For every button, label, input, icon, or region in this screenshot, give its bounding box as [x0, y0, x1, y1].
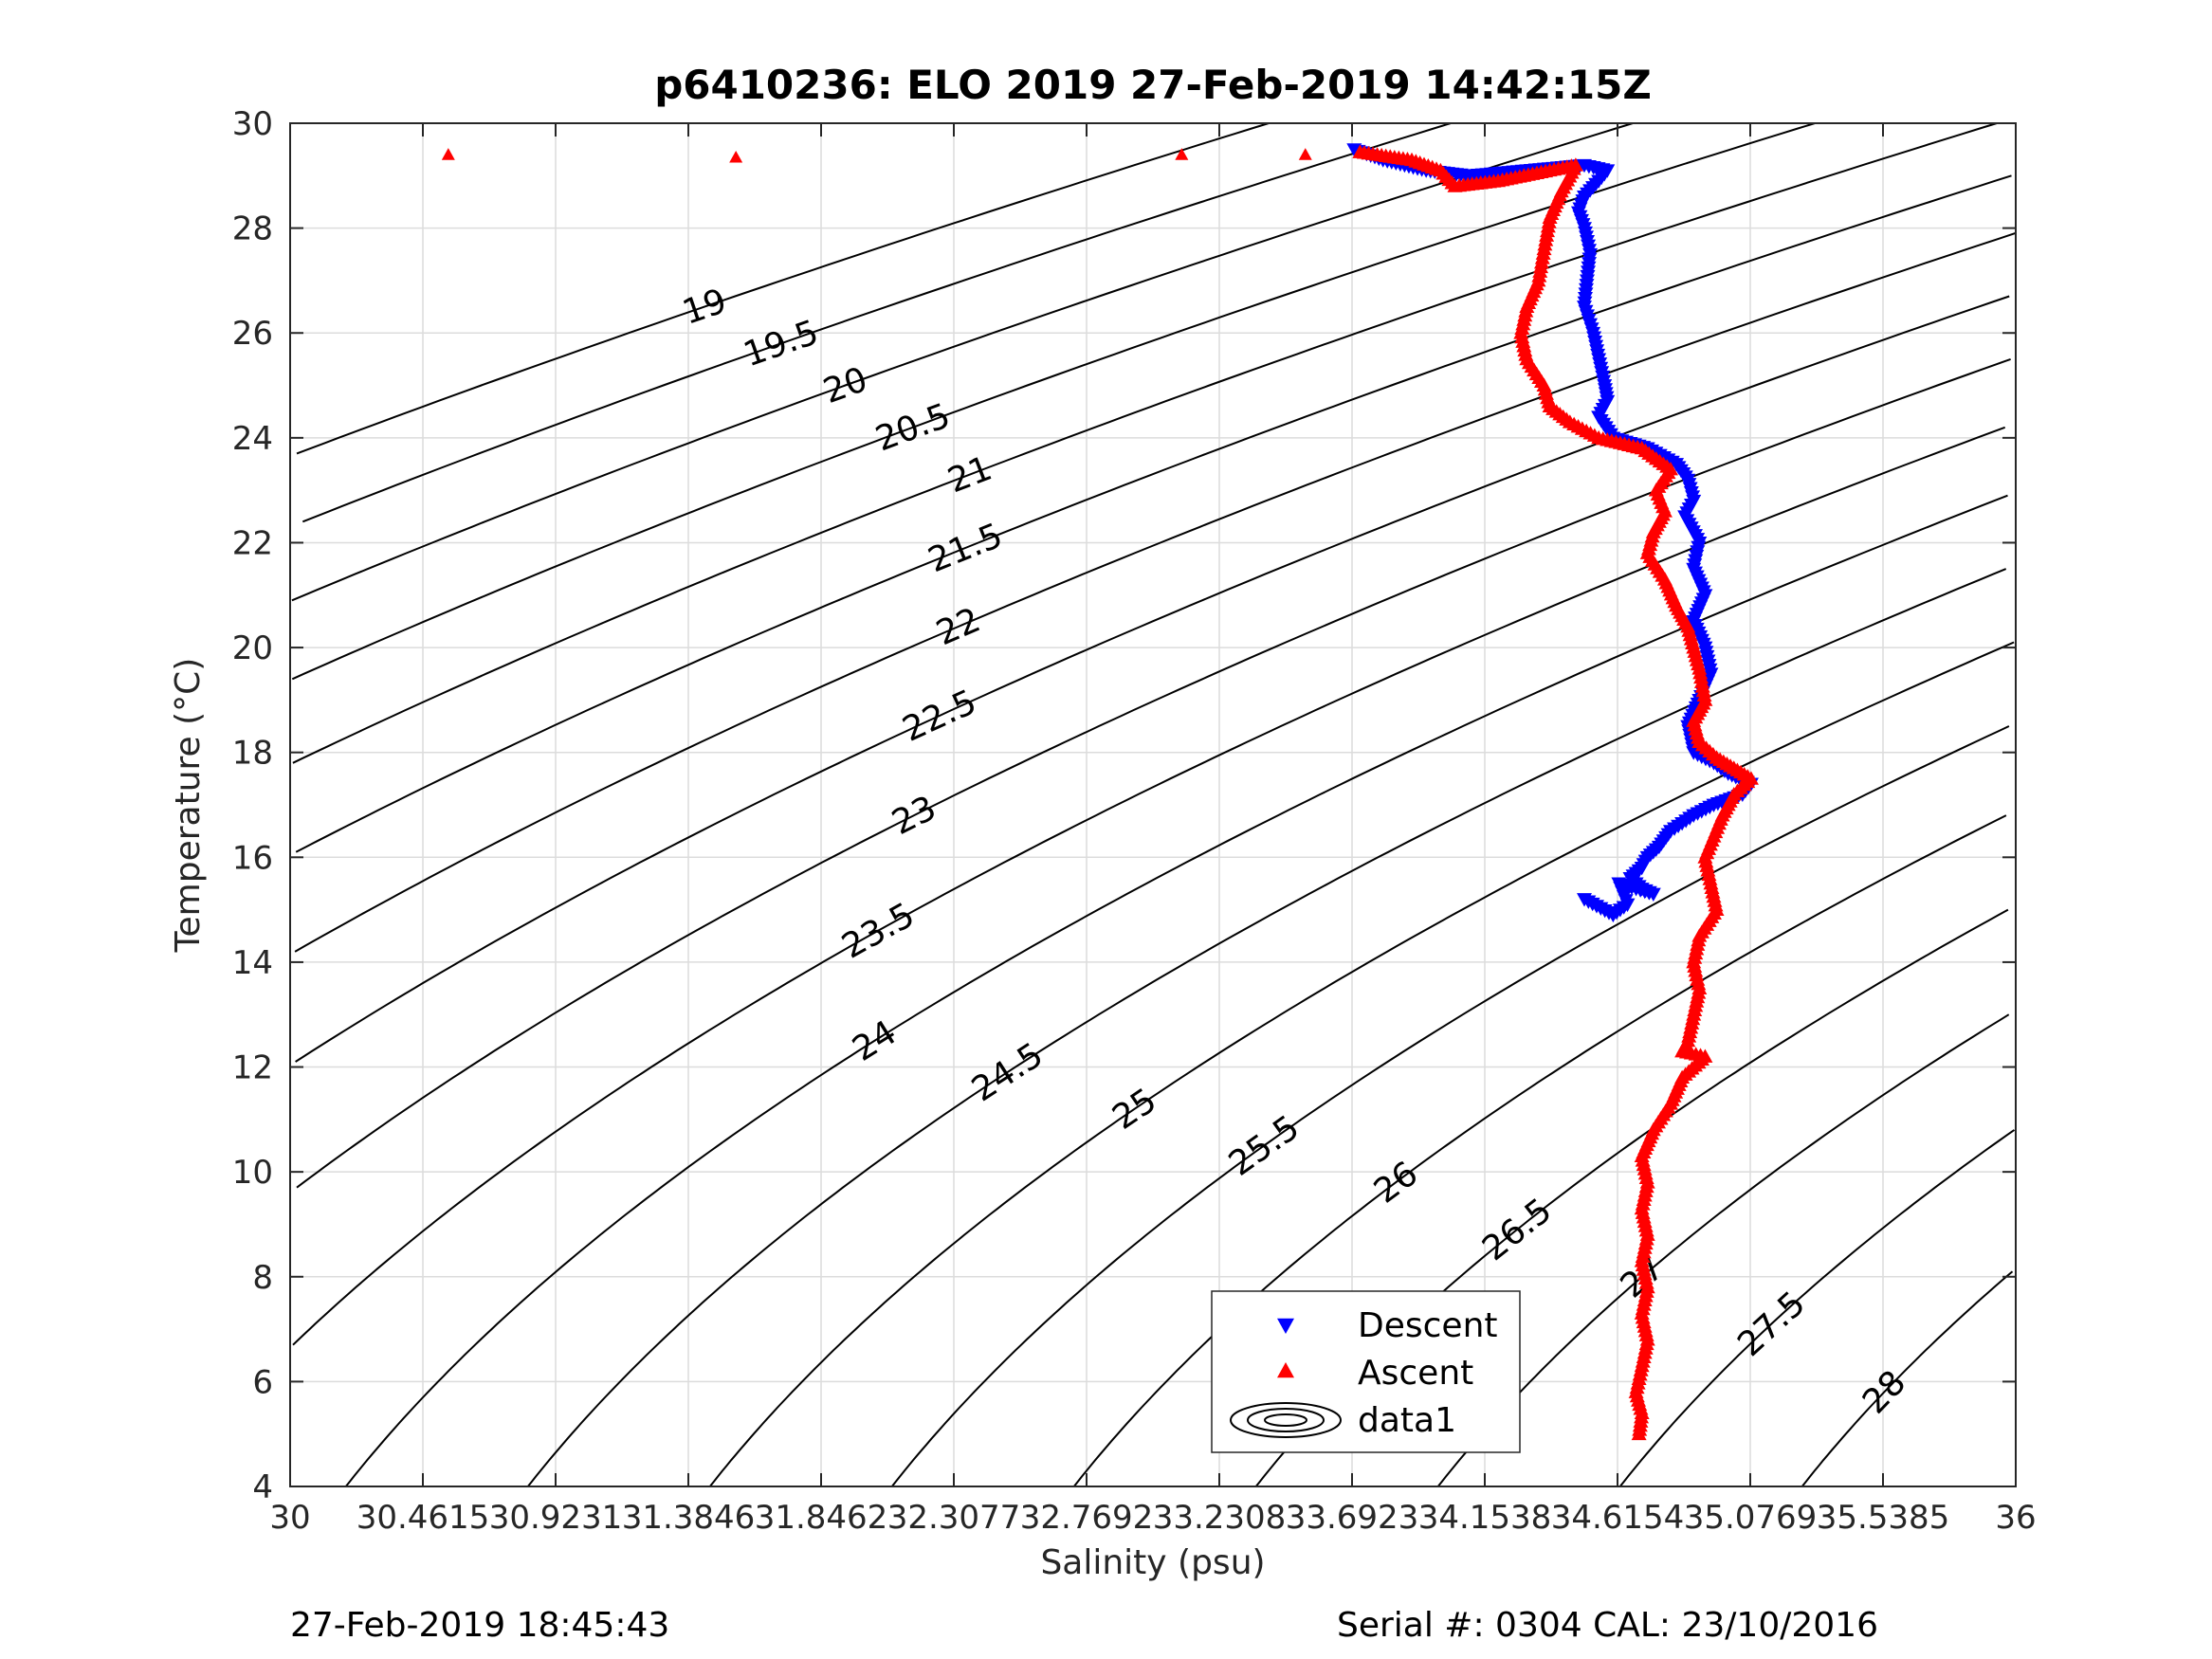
density-contour-line [527, 568, 2007, 1487]
density-contour-line [292, 426, 2006, 1346]
density-contour-line [1618, 1129, 2016, 1487]
density-contour-line [295, 174, 2012, 853]
density-contour-line [295, 295, 2010, 1063]
y-tick-label: 20 [232, 629, 273, 667]
y-tick-label: 28 [232, 210, 273, 248]
legend-descent-label: Descent [1358, 1306, 1498, 1345]
legend: Descent Ascent data1 [1211, 1290, 1521, 1453]
y-tick-label: 12 [232, 1049, 273, 1087]
axes-box [289, 122, 2017, 1487]
legend-data1-label: data1 [1358, 1401, 1456, 1440]
density-contour-line [294, 232, 2016, 953]
ascent-point [1175, 148, 1189, 160]
density-contour-line [292, 122, 1998, 764]
y-axis-label: Temperature (°C) [169, 658, 208, 954]
ascent-point [1631, 1426, 1647, 1441]
x-tick-label: 32.7692 [1020, 1499, 1154, 1537]
chart-title: p6410236: ELO 2019 27-Feb-2019 14:42:15Z [654, 62, 1652, 108]
serial-footer: Serial #: 0304 CAL: 23/10/2016 [1337, 1606, 1878, 1645]
ascent-point [1298, 148, 1312, 160]
density-contour-line [891, 725, 2010, 1487]
x-tick-label: 30 [269, 1499, 310, 1537]
ascent-point [441, 148, 455, 160]
y-tick-label: 22 [232, 524, 273, 562]
x-tick-label: 35.5385 [1817, 1499, 1950, 1537]
y-tick-label: 30 [232, 105, 273, 143]
density-contour-line [1073, 814, 2007, 1487]
density-contour-line [296, 357, 2011, 1189]
legend-descent-marker [1277, 1318, 1294, 1334]
x-tick-label: 35.0769 [1684, 1499, 1818, 1537]
x-tick-label: 31.3846 [622, 1499, 756, 1537]
y-tick-label: 8 [252, 1259, 273, 1297]
x-tick-label: 30.4615 [356, 1499, 490, 1537]
legend-contour-ring [1264, 1413, 1307, 1427]
legend-contour-ring [1247, 1408, 1325, 1432]
legend-box [1211, 1290, 1521, 1453]
x-tick-label: 32.3077 [887, 1499, 1021, 1537]
density-contour-line [709, 641, 2015, 1487]
y-tick-label: 16 [232, 839, 273, 877]
density-contour-line [345, 494, 2008, 1487]
legend-ascent-label: Ascent [1358, 1354, 1473, 1393]
ascent-point [729, 150, 743, 163]
y-tick-label: 26 [232, 315, 273, 353]
y-tick-label: 18 [232, 735, 273, 773]
y-tick-label: 14 [232, 944, 273, 982]
data-markers [441, 143, 1759, 1441]
x-tick-label: 33.6923 [1286, 1499, 1419, 1537]
density-contour-line [291, 122, 1816, 681]
axis-ticks: 30 30.4615 30.9231 31.3846 31.8462 32.3077 32.… [232, 105, 2037, 1537]
y-tick-label: 4 [252, 1468, 273, 1506]
x-tick-label: 31.8462 [755, 1499, 888, 1537]
x-tick-label: 36 [1995, 1499, 2036, 1537]
descent-point [1577, 893, 1592, 907]
density-contour-line [296, 122, 1270, 455]
y-tick-label: 24 [232, 420, 273, 458]
timestamp-footer: 27-Feb-2019 18:45:43 [290, 1606, 669, 1645]
x-tick-label: 30.9231 [489, 1499, 623, 1537]
x-tick-label: 33.2308 [1153, 1499, 1287, 1537]
y-tick-label: 6 [252, 1363, 273, 1401]
legend-contour-ring [1230, 1402, 1342, 1438]
x-axis-label: Salinity (psu) [1040, 1543, 1265, 1582]
density-contour-line [302, 122, 1452, 523]
density-contour-line [1801, 1270, 2014, 1487]
legend-ascent-marker [1277, 1362, 1294, 1378]
density-contours [291, 122, 2016, 1487]
x-tick-label: 34.1538 [1418, 1499, 1552, 1537]
x-tick-label: 34.6154 [1551, 1499, 1685, 1537]
density-contour-line [291, 122, 1634, 602]
y-tick-label: 10 [232, 1154, 273, 1192]
legend-data1-contour-icon [1230, 1402, 1342, 1438]
